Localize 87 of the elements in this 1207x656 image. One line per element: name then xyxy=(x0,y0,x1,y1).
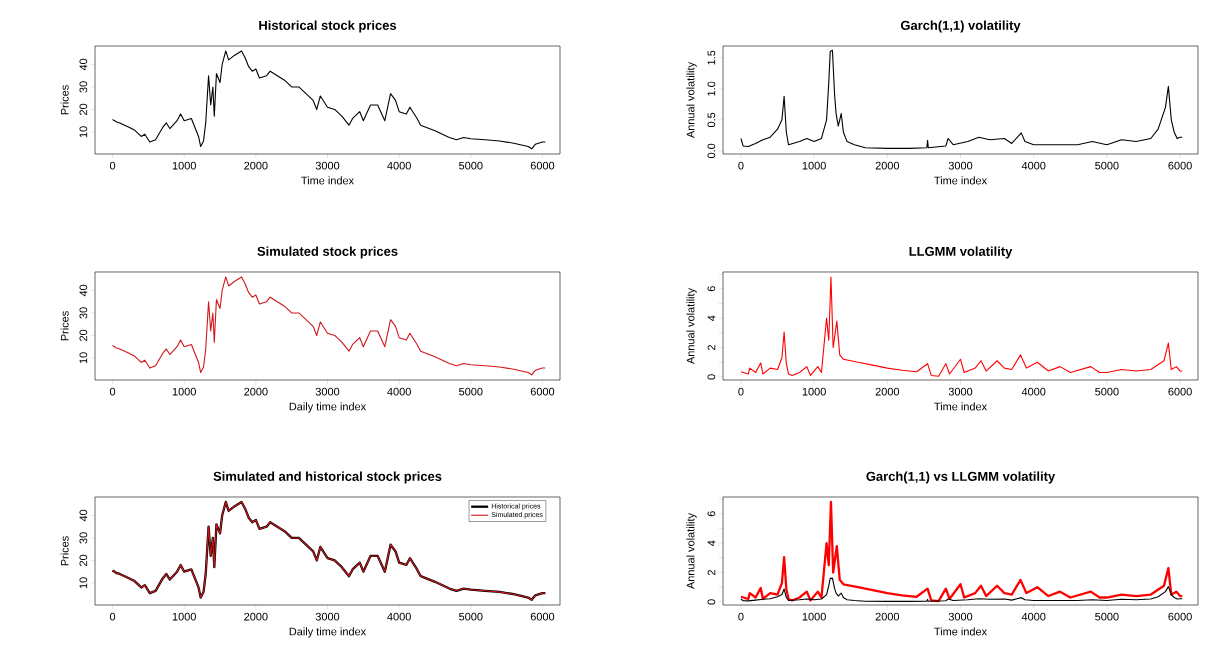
y-tick-label: 40 xyxy=(79,284,88,297)
x-tick-label: 5000 xyxy=(459,612,483,621)
x-tick-label: 3000 xyxy=(315,387,340,396)
x-tick-label: 2000 xyxy=(875,387,900,396)
x-tick-label: 5000 xyxy=(1095,387,1119,396)
x-tick-label: 4000 xyxy=(1021,161,1046,170)
y-axis-title: Prices xyxy=(60,85,69,115)
y-tick-label: 1.5 xyxy=(707,50,716,65)
y-tick-label: 4 xyxy=(707,315,716,321)
y-tick-label: 0.0 xyxy=(707,143,716,159)
y-tick-label: 30 xyxy=(79,532,88,544)
y-tick-label: 40 xyxy=(79,509,88,522)
x-tick-label: 0 xyxy=(109,161,116,170)
x-axis-title: Time index xyxy=(934,176,987,185)
chart-title: Simulated stock prices xyxy=(257,246,398,259)
y-axis-title: Prices xyxy=(60,536,69,566)
x-axis-title: Time index xyxy=(934,627,987,636)
chart-title: Historical stock prices xyxy=(259,20,397,33)
x-tick-label: 3000 xyxy=(315,612,340,621)
x-tick-label: 2000 xyxy=(875,161,900,170)
x-tick-label: 1000 xyxy=(802,612,826,621)
line-series xyxy=(740,276,1183,377)
x-tick-label: 1000 xyxy=(172,161,196,170)
y-tick-label: 0 xyxy=(707,599,716,605)
y-axis-title: Annual volatility xyxy=(686,512,697,590)
x-tick-label: 2000 xyxy=(244,161,268,170)
x-tick-label: 5000 xyxy=(1095,612,1119,621)
x-tick-label: 0 xyxy=(738,387,744,396)
y-axis-title: Annual volatility xyxy=(686,61,697,139)
y-tick-label: 10 xyxy=(79,352,88,364)
x-tick-label: 6000 xyxy=(530,161,555,170)
x-tick-label: 3000 xyxy=(948,161,973,170)
x-tick-label: 3000 xyxy=(948,612,973,621)
y-tick-label: 30 xyxy=(79,307,88,319)
y-tick-label: 6 xyxy=(707,286,716,292)
y-tick-label: 1.0 xyxy=(707,81,716,96)
x-tick-label: 3000 xyxy=(315,161,340,170)
x-tick-label: 6000 xyxy=(1168,161,1192,170)
y-axis-title: Annual volatility xyxy=(686,287,697,365)
x-tick-label: 3000 xyxy=(948,387,973,396)
x-axis-title: Daily time index xyxy=(289,402,367,413)
chart-title: LLGMM volatility xyxy=(909,246,1013,259)
x-tick-label: 4000 xyxy=(387,161,411,170)
x-tick-label: 0 xyxy=(738,161,744,170)
chart-title: Simulated and historical stock prices xyxy=(213,471,442,484)
x-tick-label: 4000 xyxy=(387,612,411,621)
y-tick-label: 0 xyxy=(707,374,716,380)
x-tick-label: 0 xyxy=(109,612,116,621)
y-tick-label: 10 xyxy=(79,577,88,589)
x-tick-label: 0 xyxy=(738,612,744,621)
x-tick-label: 5000 xyxy=(459,161,483,170)
y-tick-label: 10 xyxy=(79,126,88,138)
line-series xyxy=(739,500,1184,603)
x-tick-label: 6000 xyxy=(1168,612,1192,621)
x-tick-label: 6000 xyxy=(1168,387,1192,396)
x-tick-label: 4000 xyxy=(1021,387,1046,396)
x-tick-label: 1000 xyxy=(802,387,826,396)
chart-title: Garch(1,1) vs LLGMM volatility xyxy=(866,471,1056,484)
x-tick-label: 6000 xyxy=(530,387,555,396)
x-tick-label: 2000 xyxy=(244,612,268,621)
x-axis-title: Time index xyxy=(934,402,987,411)
y-tick-label: 20 xyxy=(79,103,88,115)
y-tick-label: 6 xyxy=(707,511,716,517)
y-tick-label: 20 xyxy=(79,329,88,341)
x-tick-label: 1000 xyxy=(172,612,196,621)
x-tick-label: 6000 xyxy=(530,612,555,621)
x-axis-title: Daily time index xyxy=(289,627,367,638)
x-tick-label: 2000 xyxy=(244,387,268,396)
x-tick-label: 1000 xyxy=(802,161,826,170)
x-tick-label: 4000 xyxy=(387,387,411,396)
x-tick-label: 0 xyxy=(109,387,116,396)
x-tick-label: 1000 xyxy=(172,387,196,396)
y-tick-label: 2 xyxy=(707,345,716,351)
y-axis-title: Prices xyxy=(60,311,69,341)
y-tick-label: 0.5 xyxy=(707,112,716,128)
y-tick-label: 40 xyxy=(79,58,88,71)
x-tick-label: 2000 xyxy=(875,612,900,621)
y-tick-label: 30 xyxy=(79,81,88,93)
x-tick-label: 5000 xyxy=(459,387,483,396)
y-tick-label: 20 xyxy=(79,554,88,566)
x-tick-label: 4000 xyxy=(1021,612,1046,621)
y-tick-label: 2 xyxy=(707,570,716,576)
x-axis-title: Time index xyxy=(301,176,354,185)
x-tick-label: 5000 xyxy=(1095,161,1119,170)
y-tick-label: 4 xyxy=(707,540,716,546)
chart-title: Garch(1,1) volatility xyxy=(900,20,1021,33)
line-series xyxy=(112,50,546,150)
